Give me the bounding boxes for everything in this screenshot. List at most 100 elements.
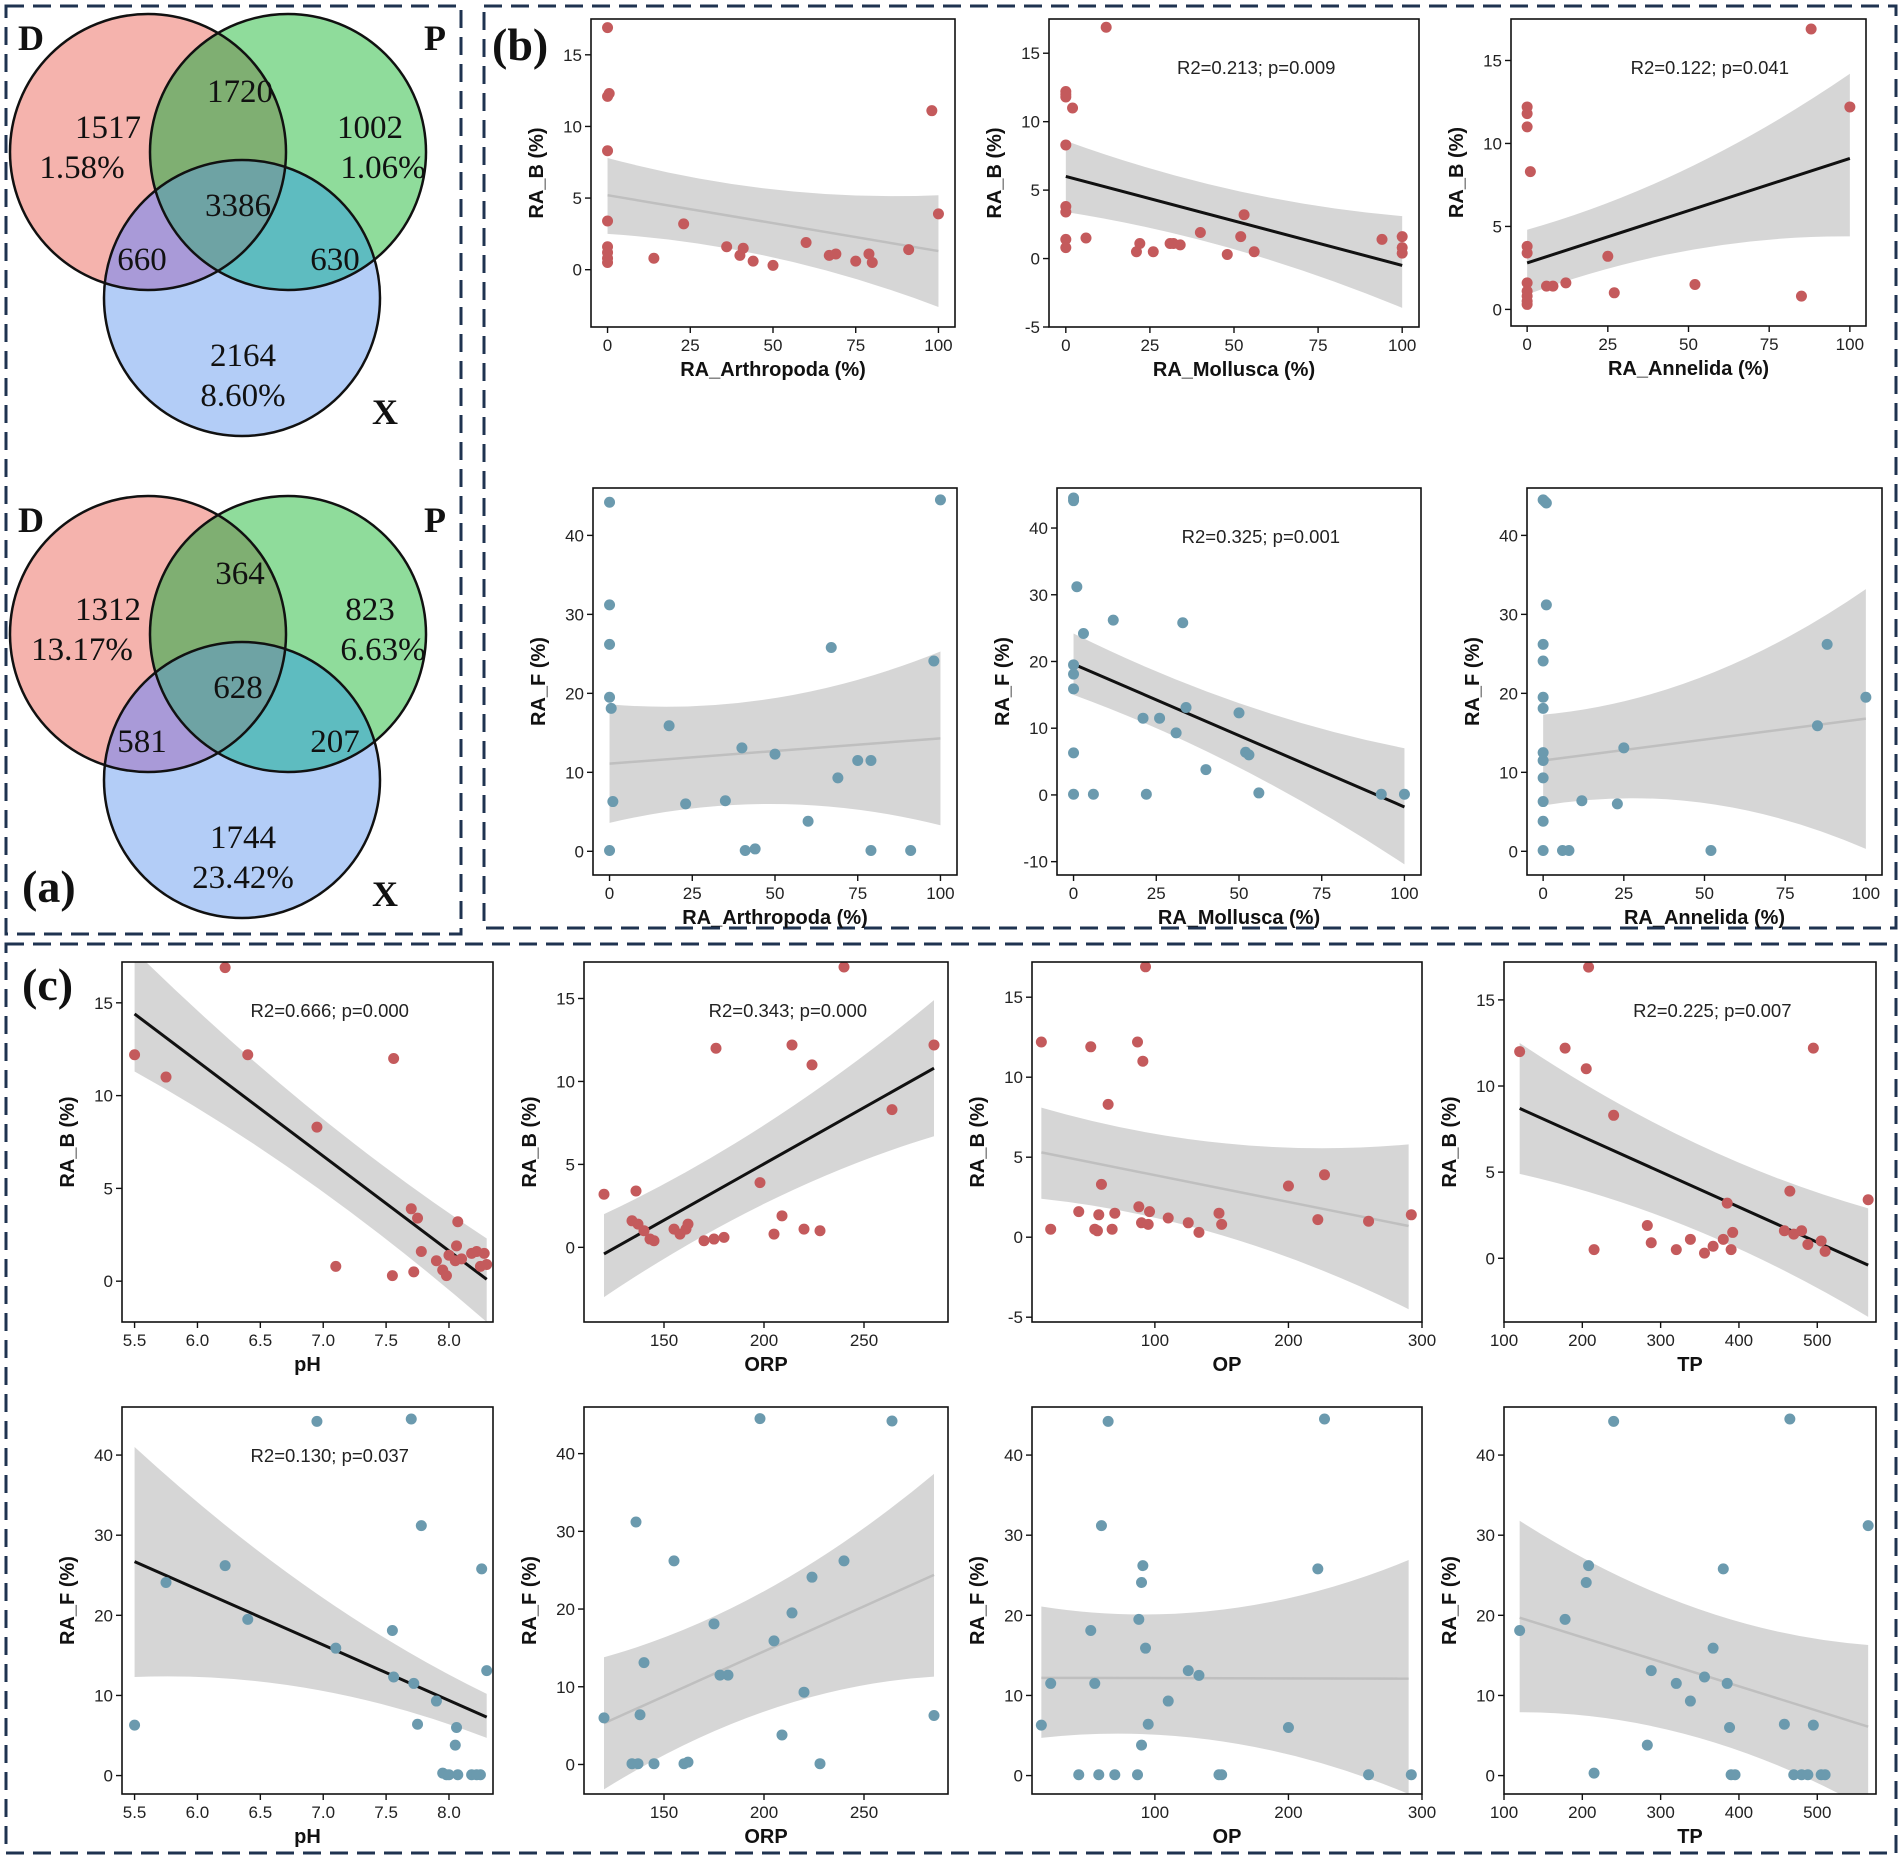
y-tick-label: 0 bbox=[1486, 1767, 1495, 1786]
data-point bbox=[932, 208, 944, 220]
data-point bbox=[1243, 749, 1255, 761]
data-point bbox=[1405, 1209, 1417, 1221]
x-tick-label: 50 bbox=[1230, 884, 1249, 903]
y-axis-label: RA_B (%) bbox=[1439, 1096, 1461, 1187]
x-tick-label: 200 bbox=[750, 1331, 778, 1350]
data-point bbox=[1521, 121, 1533, 133]
x-axis-label: TP bbox=[1677, 1826, 1703, 1848]
data-point bbox=[1095, 1520, 1107, 1532]
data-point bbox=[718, 1231, 730, 1243]
data-point bbox=[1235, 231, 1247, 243]
y-tick-label: 10 bbox=[1021, 113, 1040, 132]
data-point bbox=[1319, 1169, 1330, 1181]
data-point bbox=[1821, 638, 1833, 650]
venn-count-dpx: 3386 bbox=[205, 188, 271, 224]
plot-frame bbox=[121, 1406, 494, 1795]
x-axis-label: OP bbox=[1213, 1354, 1242, 1376]
x-tick-label: 25 bbox=[1147, 884, 1166, 903]
stats-annotation: R2=0.225; p=0.007 bbox=[1633, 1000, 1791, 1021]
data-point bbox=[415, 1520, 427, 1532]
regression-line bbox=[1041, 1676, 1409, 1680]
y-tick-label: 10 bbox=[1004, 1686, 1023, 1705]
data-point bbox=[1136, 1576, 1148, 1588]
data-point bbox=[311, 1415, 323, 1427]
data-point bbox=[449, 1739, 461, 1751]
data-point bbox=[602, 145, 614, 157]
y-axis-label: RA_B (%) bbox=[984, 127, 1006, 218]
data-point bbox=[1312, 1214, 1324, 1226]
data-point bbox=[1563, 845, 1575, 857]
y-axis-label: RA_B (%) bbox=[526, 127, 548, 218]
y-tick-label: 0 bbox=[575, 842, 584, 861]
data-point bbox=[1698, 1671, 1710, 1683]
data-point bbox=[1133, 1613, 1145, 1625]
regression-line bbox=[133, 1560, 488, 1719]
confidence-band bbox=[1073, 633, 1405, 865]
data-point bbox=[1137, 1055, 1149, 1067]
y-tick-label: 10 bbox=[94, 1087, 113, 1106]
stats-annotation: R2=0.122; p=0.041 bbox=[1631, 57, 1789, 78]
data-point bbox=[1071, 581, 1083, 593]
venn-label-x: X bbox=[372, 874, 398, 914]
data-point bbox=[452, 1216, 464, 1228]
y-axis-label: RA_F (%) bbox=[992, 637, 1014, 726]
data-point bbox=[1811, 720, 1823, 732]
data-point bbox=[1514, 1625, 1526, 1637]
data-point bbox=[1580, 1063, 1592, 1075]
scatter-chart-c3: 100 200 300 -5 0 5 10 15 OP RA_B (%) bbox=[967, 961, 1436, 1376]
x-tick-label: 100 bbox=[926, 884, 954, 903]
y-tick-label: 15 bbox=[94, 994, 113, 1013]
data-point bbox=[798, 1686, 810, 1698]
data-point bbox=[1819, 1245, 1831, 1257]
x-axis-label: OP bbox=[1213, 1826, 1242, 1848]
y-axis-label: RA_B (%) bbox=[1446, 127, 1468, 218]
data-point bbox=[814, 1225, 826, 1237]
x-tick-label: 25 bbox=[1140, 336, 1159, 355]
confidence-band bbox=[1065, 140, 1403, 308]
data-point bbox=[160, 1576, 172, 1588]
data-point bbox=[1089, 1677, 1101, 1689]
data-point bbox=[1641, 1220, 1653, 1232]
stats-annotation: R2=0.343; p=0.000 bbox=[709, 1000, 867, 1021]
venn-pct-x-only: 8.60% bbox=[200, 378, 285, 414]
panel-label-b: (b) bbox=[492, 19, 548, 70]
venn-count-d-only: 1517 bbox=[75, 110, 141, 146]
data-point bbox=[886, 1104, 898, 1116]
data-point bbox=[1815, 1235, 1827, 1247]
data-point bbox=[1608, 287, 1620, 299]
data-point bbox=[1537, 815, 1549, 827]
data-point bbox=[865, 754, 877, 766]
data-point bbox=[1583, 962, 1595, 973]
y-tick-label: 40 bbox=[1499, 526, 1518, 545]
y-tick-label: 40 bbox=[565, 526, 584, 545]
data-point bbox=[1540, 497, 1552, 509]
data-point bbox=[1363, 1215, 1375, 1227]
x-tick-label: 100 bbox=[1490, 1331, 1518, 1350]
confidence-band bbox=[1519, 1042, 1869, 1317]
x-tick-label: 25 bbox=[1614, 884, 1633, 903]
data-point bbox=[1862, 1194, 1874, 1206]
data-point bbox=[408, 1266, 420, 1278]
x-tick-label: 300 bbox=[1646, 1803, 1674, 1822]
venn-count-dx: 660 bbox=[117, 242, 167, 278]
data-point bbox=[1060, 242, 1072, 254]
data-point bbox=[311, 1121, 323, 1133]
data-point bbox=[1133, 1201, 1145, 1213]
data-point bbox=[1807, 1042, 1819, 1054]
data-point bbox=[1689, 279, 1701, 291]
data-point bbox=[129, 1719, 141, 1731]
data-point bbox=[1363, 1769, 1375, 1781]
y-tick-label: 30 bbox=[1499, 605, 1518, 624]
data-point bbox=[1068, 659, 1080, 671]
data-point bbox=[1253, 787, 1265, 799]
venn-diagram-bottom: 1312 13.17% 823 6.63% 364 581 207 628 1744 23.42%… bbox=[8, 494, 446, 920]
y-tick-label: 30 bbox=[94, 1526, 113, 1545]
data-point bbox=[708, 1618, 720, 1630]
y-tick-label: 0 bbox=[573, 261, 582, 280]
y-tick-label: 10 bbox=[1476, 1077, 1495, 1096]
x-tick-label: 50 bbox=[766, 884, 785, 903]
data-point bbox=[1132, 1036, 1144, 1048]
data-point bbox=[1375, 788, 1387, 800]
data-point bbox=[866, 257, 878, 269]
data-point bbox=[1608, 1109, 1620, 1121]
